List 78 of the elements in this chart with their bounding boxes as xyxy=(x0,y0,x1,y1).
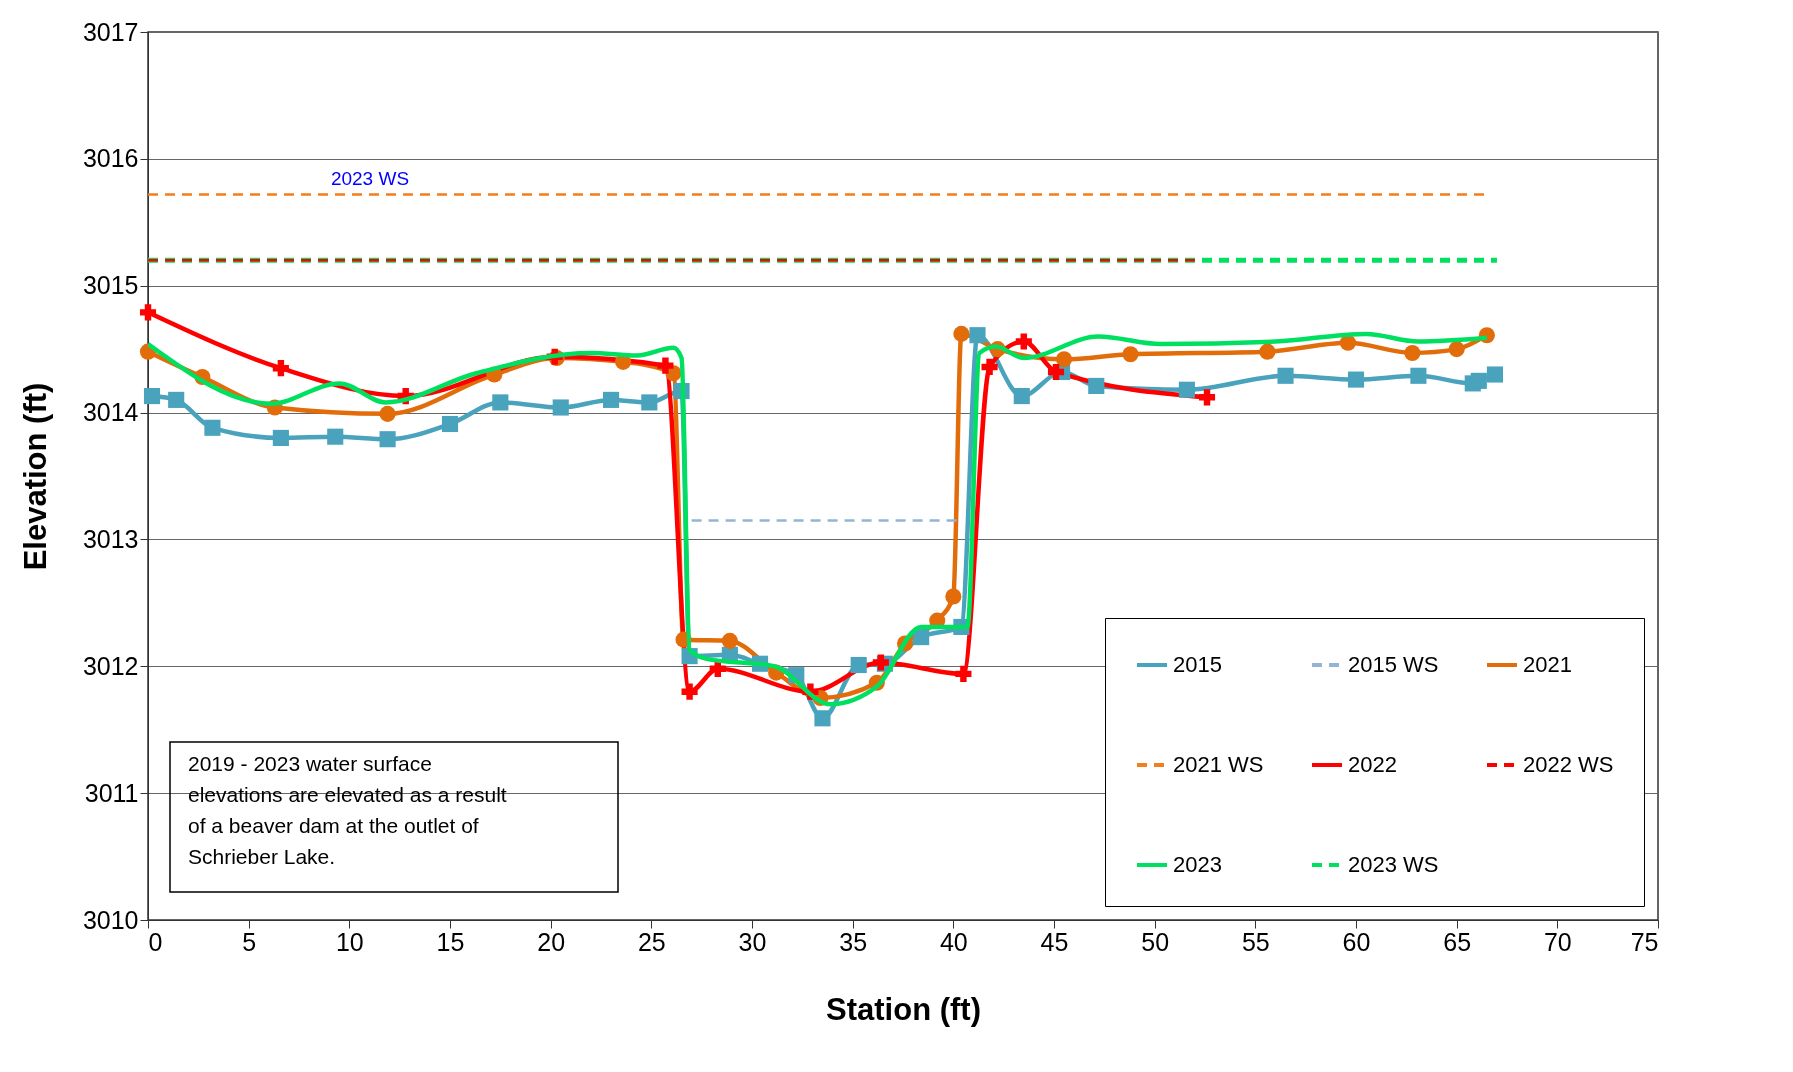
legend-label: 2022 WS xyxy=(1523,752,1614,777)
point xyxy=(1259,343,1276,360)
x-tick-label: 20 xyxy=(537,927,566,956)
legend-label: 2021 WS xyxy=(1173,752,1264,777)
y-tick-label: 3017 xyxy=(82,17,139,46)
point xyxy=(1448,341,1465,358)
x-tick-label: 50 xyxy=(1141,927,1170,956)
point xyxy=(379,405,396,422)
point xyxy=(603,391,620,408)
x-tick-label: 65 xyxy=(1443,927,1472,956)
point xyxy=(1047,363,1065,381)
point xyxy=(168,391,185,408)
point xyxy=(814,710,831,727)
point xyxy=(1486,366,1503,383)
point xyxy=(272,429,289,447)
x-axis-title: Station (ft) xyxy=(826,991,981,1027)
y-tick-label: 3012 xyxy=(82,651,139,680)
point xyxy=(913,629,930,646)
y-axis-title: Elevation (ft) xyxy=(17,382,53,571)
point xyxy=(641,394,658,411)
x-tick-label: 25 xyxy=(637,927,666,956)
legend-label: 2022 xyxy=(1348,752,1397,777)
point xyxy=(1013,388,1030,405)
point xyxy=(1347,371,1365,388)
point xyxy=(1404,344,1421,361)
point xyxy=(1056,351,1073,368)
legend-label: 2015 xyxy=(1173,652,1222,677)
x-tick-label: 5 xyxy=(242,927,257,956)
point xyxy=(492,394,509,411)
x-tick-label: 15 xyxy=(436,927,465,956)
point xyxy=(681,683,698,700)
y-tick-label: 3014 xyxy=(82,398,139,427)
point xyxy=(872,654,889,671)
legend-label: 2023 WS xyxy=(1348,852,1439,877)
point xyxy=(143,388,161,405)
x-tick-label: 40 xyxy=(939,927,968,956)
x-tick-label: 0 xyxy=(148,927,163,956)
point xyxy=(1277,367,1294,384)
point xyxy=(969,327,986,344)
y-tick-label: 3010 xyxy=(82,905,139,934)
point xyxy=(953,325,970,342)
x-tick-label: 45 xyxy=(1040,927,1069,956)
point xyxy=(552,399,569,416)
annotation: 2023 WS xyxy=(330,168,410,189)
y-tick-label: 3013 xyxy=(82,524,139,553)
x-tick-label: 60 xyxy=(1342,927,1371,956)
point xyxy=(1470,372,1487,389)
x-tick-label: 30 xyxy=(738,927,767,956)
point xyxy=(945,588,962,605)
x-tick-label: 75 xyxy=(1630,927,1659,956)
point xyxy=(657,357,674,374)
point xyxy=(139,304,157,321)
point xyxy=(1198,389,1216,406)
legend-label: 2023 xyxy=(1173,852,1222,877)
point xyxy=(955,665,972,682)
point xyxy=(327,428,344,445)
legend-label: 2015 WS xyxy=(1348,652,1439,677)
point xyxy=(1122,346,1139,363)
x-tick-label: 10 xyxy=(335,927,364,956)
y-tick-label: 3015 xyxy=(82,271,139,300)
y-tick-label: 3011 xyxy=(84,778,139,807)
x-tick-label: 35 xyxy=(839,927,868,956)
point xyxy=(981,358,998,375)
point xyxy=(721,632,738,649)
legend-label: 2021 xyxy=(1523,652,1572,677)
point xyxy=(204,419,221,436)
point xyxy=(379,431,396,448)
x-tick-label: 70 xyxy=(1543,927,1572,956)
x-tick-label: 55 xyxy=(1241,927,1270,956)
point xyxy=(1339,334,1357,351)
point xyxy=(1088,377,1105,394)
point xyxy=(441,415,459,433)
point xyxy=(1015,333,1032,350)
y-tick-label: 3016 xyxy=(82,144,139,173)
point xyxy=(1410,367,1427,384)
point xyxy=(272,360,289,377)
point xyxy=(850,656,867,674)
point xyxy=(1178,381,1195,398)
